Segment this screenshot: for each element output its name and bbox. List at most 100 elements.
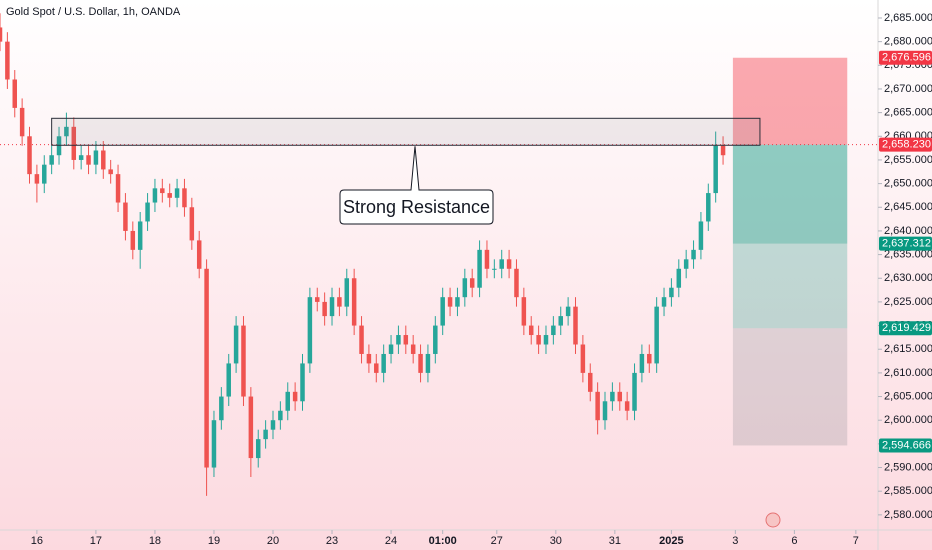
y-tick-label: 2,625.000 [884,296,932,308]
candle-body [34,174,40,184]
candle-body [366,353,372,364]
candle-body [455,297,460,307]
plot: 2,580.0002,585.0002,590.0002,595.0002,60… [0,12,932,547]
candle-body [248,396,254,459]
resistance-zone [51,117,761,146]
candle-body [683,259,689,269]
candle-body [196,240,202,269]
y-tick-label: 2,680.000 [884,36,932,48]
candle-body [241,325,246,397]
level-label-bg [879,137,932,152]
candle-body [536,335,541,345]
candle-body [403,335,409,345]
x-tick-label: 16 [31,535,43,547]
y-tick-label: 2,645.000 [884,201,932,213]
candle-body [565,306,571,317]
candle-body [706,193,711,222]
candle-body [447,297,453,307]
y-tick-label: 2,605.000 [884,390,932,402]
candle-body [189,207,195,241]
candle-body [71,126,77,160]
candle-body [93,150,99,165]
y-tick-label: 2,600.000 [884,414,932,426]
position-zone [732,144,848,244]
candle-body [101,150,106,170]
candle-body [425,353,431,373]
candle-body [676,268,682,288]
level-label: 2,594.666 [882,439,931,451]
candle-body [255,439,261,459]
candle-body [691,249,696,260]
x-tick-label: 27 [491,535,503,547]
candle-body [174,188,180,198]
position-zone [732,328,848,446]
x-tick-label: 24 [385,535,397,547]
candle-body [669,287,674,298]
x-tick-label: 20 [267,535,279,547]
candle-body [469,278,475,288]
candle-body [292,391,298,402]
candle-body [639,353,645,373]
candle-body [521,297,527,326]
candle-body [219,396,224,421]
candle-body [64,126,69,137]
candle-body [433,325,438,354]
candle-body [137,221,143,250]
candle-body [580,344,586,373]
position-zone [732,57,848,145]
candle-body [78,155,84,160]
candle-body [602,401,608,421]
candle-body [108,169,113,175]
candle-body [152,188,158,203]
candle-body [514,268,519,298]
candle-body [211,420,217,468]
candle-body [278,410,283,421]
chart-title: Gold Spot / U.S. Dollar, 1h, OANDA [6,6,181,18]
candle-body [588,372,593,392]
y-tick-label: 2,685.000 [884,12,932,24]
candle-body [344,278,350,307]
x-tick-label: 01:00 [429,535,457,547]
x-tick-label: 30 [550,535,562,547]
candle-body [322,301,327,317]
candle-body [145,202,150,222]
x-tick-label: 31 [609,535,621,547]
candle-body [5,41,10,80]
x-tick-label: 17 [90,535,102,547]
position-zone [732,243,848,329]
y-tick-label: 2,630.000 [884,272,932,284]
candle-body [130,230,136,250]
candle-body [506,259,512,269]
level-label-bg [879,50,932,65]
candle-body [713,145,718,194]
y-tick-label: 2,635.000 [884,248,932,260]
level-label: 2,658.230 [882,139,931,151]
candle-body [396,335,401,345]
candle-body [233,325,239,364]
candle-body [12,79,18,108]
candle-body [285,391,290,411]
y-tick-label: 2,665.000 [884,107,932,119]
candle-body [440,297,445,326]
candle-body [86,155,91,165]
candle-body [19,107,25,137]
callout [339,146,494,225]
candle-body [42,164,47,184]
candle-body [698,221,704,250]
candle-body [0,27,3,42]
candle-body [528,325,534,336]
level-label: 2,637.312 [882,238,931,250]
candle-body [49,155,54,165]
candle-body [329,297,335,317]
candle-body [617,391,623,402]
candle-body [123,202,128,231]
x-tick-label: 7 [853,535,859,547]
level-label-bg [879,236,932,251]
candle-body [410,344,416,354]
y-tick-label: 2,590.000 [884,461,932,473]
candle-body [551,325,556,336]
candle-body [624,401,630,411]
candle-body [462,278,468,298]
